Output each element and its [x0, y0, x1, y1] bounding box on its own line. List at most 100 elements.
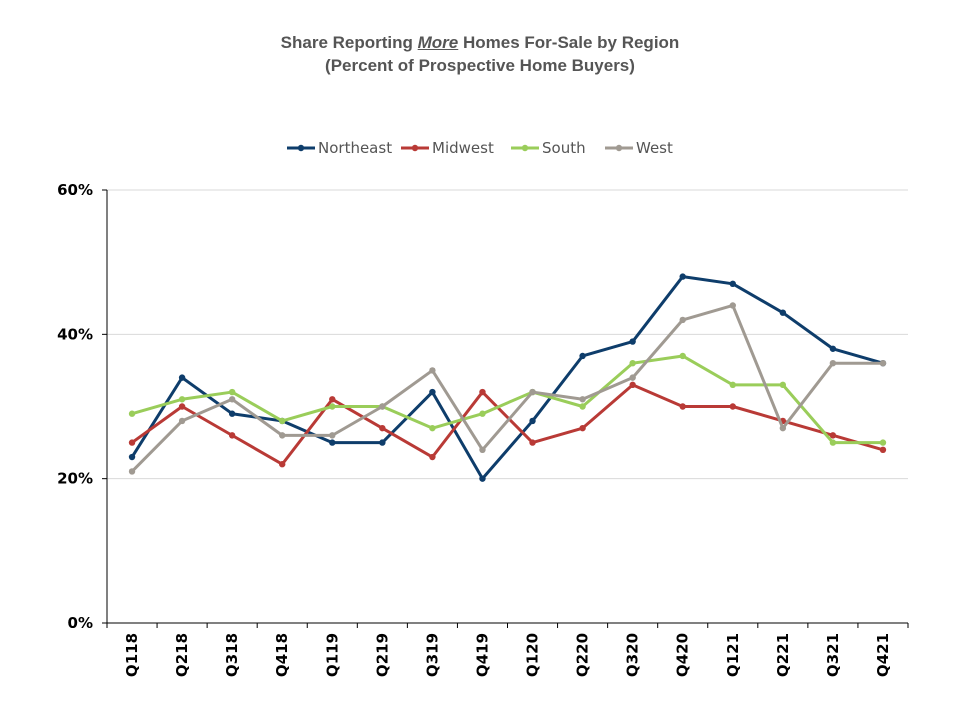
- x-tick-label: Q121: [724, 633, 742, 677]
- data-point-midwest: [329, 396, 336, 403]
- data-point-midwest: [729, 403, 736, 410]
- y-tick-label: 40%: [57, 325, 93, 343]
- data-point-northeast: [779, 309, 787, 316]
- data-point-northeast: [679, 273, 686, 280]
- data-point-south: [479, 410, 486, 417]
- gridlines: [107, 189, 908, 480]
- x-tick-label: Q118: [123, 633, 141, 677]
- legend-label-south: South: [542, 139, 586, 157]
- data-point-northeast: [629, 338, 636, 345]
- data-point-west: [879, 360, 887, 367]
- series-line-midwest: [130, 383, 885, 466]
- data-point-northeast: [579, 352, 586, 360]
- x-tick-label: Q220: [574, 633, 592, 677]
- x-tick-label: Q418: [273, 633, 291, 677]
- data-point-midwest: [879, 446, 887, 453]
- chart-title-emphasis: More: [417, 33, 459, 52]
- chart-title-part-3: Homes For-Sale by Region: [458, 33, 680, 52]
- series-line-northeast: [130, 275, 885, 481]
- data-point-west: [579, 396, 586, 403]
- x-tick-label: Q218: [173, 633, 191, 677]
- data-point-west: [329, 432, 336, 439]
- data-point-northeast: [228, 410, 236, 417]
- data-point-south: [329, 403, 336, 410]
- data-point-west: [479, 446, 486, 453]
- x-tick-label: Q119: [323, 633, 341, 677]
- chart-title-part-1: Share Reporting: [280, 33, 418, 52]
- data-point-south: [429, 424, 436, 432]
- data-point-northeast: [178, 374, 186, 381]
- data-point-west: [679, 316, 686, 324]
- data-point-west: [629, 374, 636, 381]
- data-point-south: [178, 396, 186, 403]
- data-point-midwest: [579, 424, 586, 432]
- series-line-west: [130, 303, 885, 473]
- data-point-northeast: [329, 439, 336, 446]
- legend-label-west: West: [636, 139, 673, 157]
- x-tick-label: Q321: [824, 633, 842, 677]
- data-point-west: [228, 396, 236, 403]
- data-point-west: [279, 432, 286, 439]
- data-point-south: [679, 352, 686, 360]
- data-point-west: [429, 367, 436, 374]
- x-tick-label: Q221: [774, 633, 792, 677]
- x-tick-label: Q318: [223, 633, 241, 677]
- x-tick-label: Q319: [423, 633, 441, 677]
- data-point-midwest: [228, 432, 236, 439]
- data-point-midwest: [128, 439, 136, 446]
- x-tick-label: Q219: [373, 633, 391, 677]
- data-point-south: [729, 381, 736, 389]
- data-point-midwest: [679, 403, 686, 410]
- x-tick-label: Q320: [624, 633, 642, 677]
- data-point-midwest: [629, 381, 636, 389]
- y-tick-label: 20%: [57, 470, 93, 488]
- chart-title: Share Reporting More Homes For-Sale by R…: [0, 33, 960, 53]
- data-point-midwest: [829, 432, 837, 439]
- data-point-south: [779, 381, 787, 389]
- series-line-south: [130, 354, 885, 445]
- series-group: [128, 273, 887, 482]
- legend-marker-south: [521, 144, 529, 152]
- legend-marker-west: [615, 144, 623, 152]
- data-point-south: [879, 439, 887, 446]
- legend-label-midwest: Midwest: [432, 139, 494, 157]
- data-point-northeast: [379, 439, 386, 446]
- data-point-west: [379, 403, 386, 410]
- y-tick-label: 60%: [57, 181, 93, 199]
- data-point-northeast: [429, 388, 436, 396]
- chart-subtitle: (Percent of Prospective Home Buyers): [325, 56, 635, 75]
- legend-label-northeast: Northeast: [318, 139, 392, 157]
- data-point-northeast: [829, 345, 837, 352]
- data-point-south: [629, 360, 636, 367]
- data-point-midwest: [479, 388, 486, 396]
- y-tick-label: 0%: [68, 614, 93, 632]
- data-point-midwest: [379, 424, 386, 432]
- x-tick-label: Q120: [524, 633, 542, 677]
- legend: Northeast Midwest South West: [287, 139, 673, 157]
- data-point-south: [228, 388, 236, 396]
- data-point-midwest: [279, 461, 286, 468]
- data-point-west: [779, 424, 787, 432]
- data-point-midwest: [529, 439, 536, 446]
- data-point-west: [729, 302, 736, 309]
- data-point-south: [128, 410, 136, 417]
- x-tick-label: Q420: [674, 633, 692, 677]
- data-point-northeast: [529, 417, 536, 425]
- data-point-northeast: [128, 453, 136, 461]
- data-point-west: [529, 388, 536, 396]
- data-point-northeast: [479, 475, 486, 482]
- legend-marker-midwest: [411, 144, 419, 152]
- data-point-northeast: [729, 280, 736, 288]
- data-point-midwest: [178, 403, 186, 410]
- x-tick-label: Q419: [473, 633, 491, 677]
- axes: 0% 20% 40% 60% Q118 Q218 Q318 Q418 Q119 Q219 Q319 Q…: [57, 181, 909, 677]
- data-point-south: [829, 439, 837, 446]
- data-point-midwest: [429, 453, 436, 461]
- data-point-west: [829, 360, 837, 367]
- data-point-south: [579, 403, 586, 410]
- legend-marker-northeast: [297, 144, 305, 152]
- data-point-west: [178, 417, 186, 425]
- data-point-south: [279, 417, 286, 425]
- data-point-west: [128, 468, 136, 475]
